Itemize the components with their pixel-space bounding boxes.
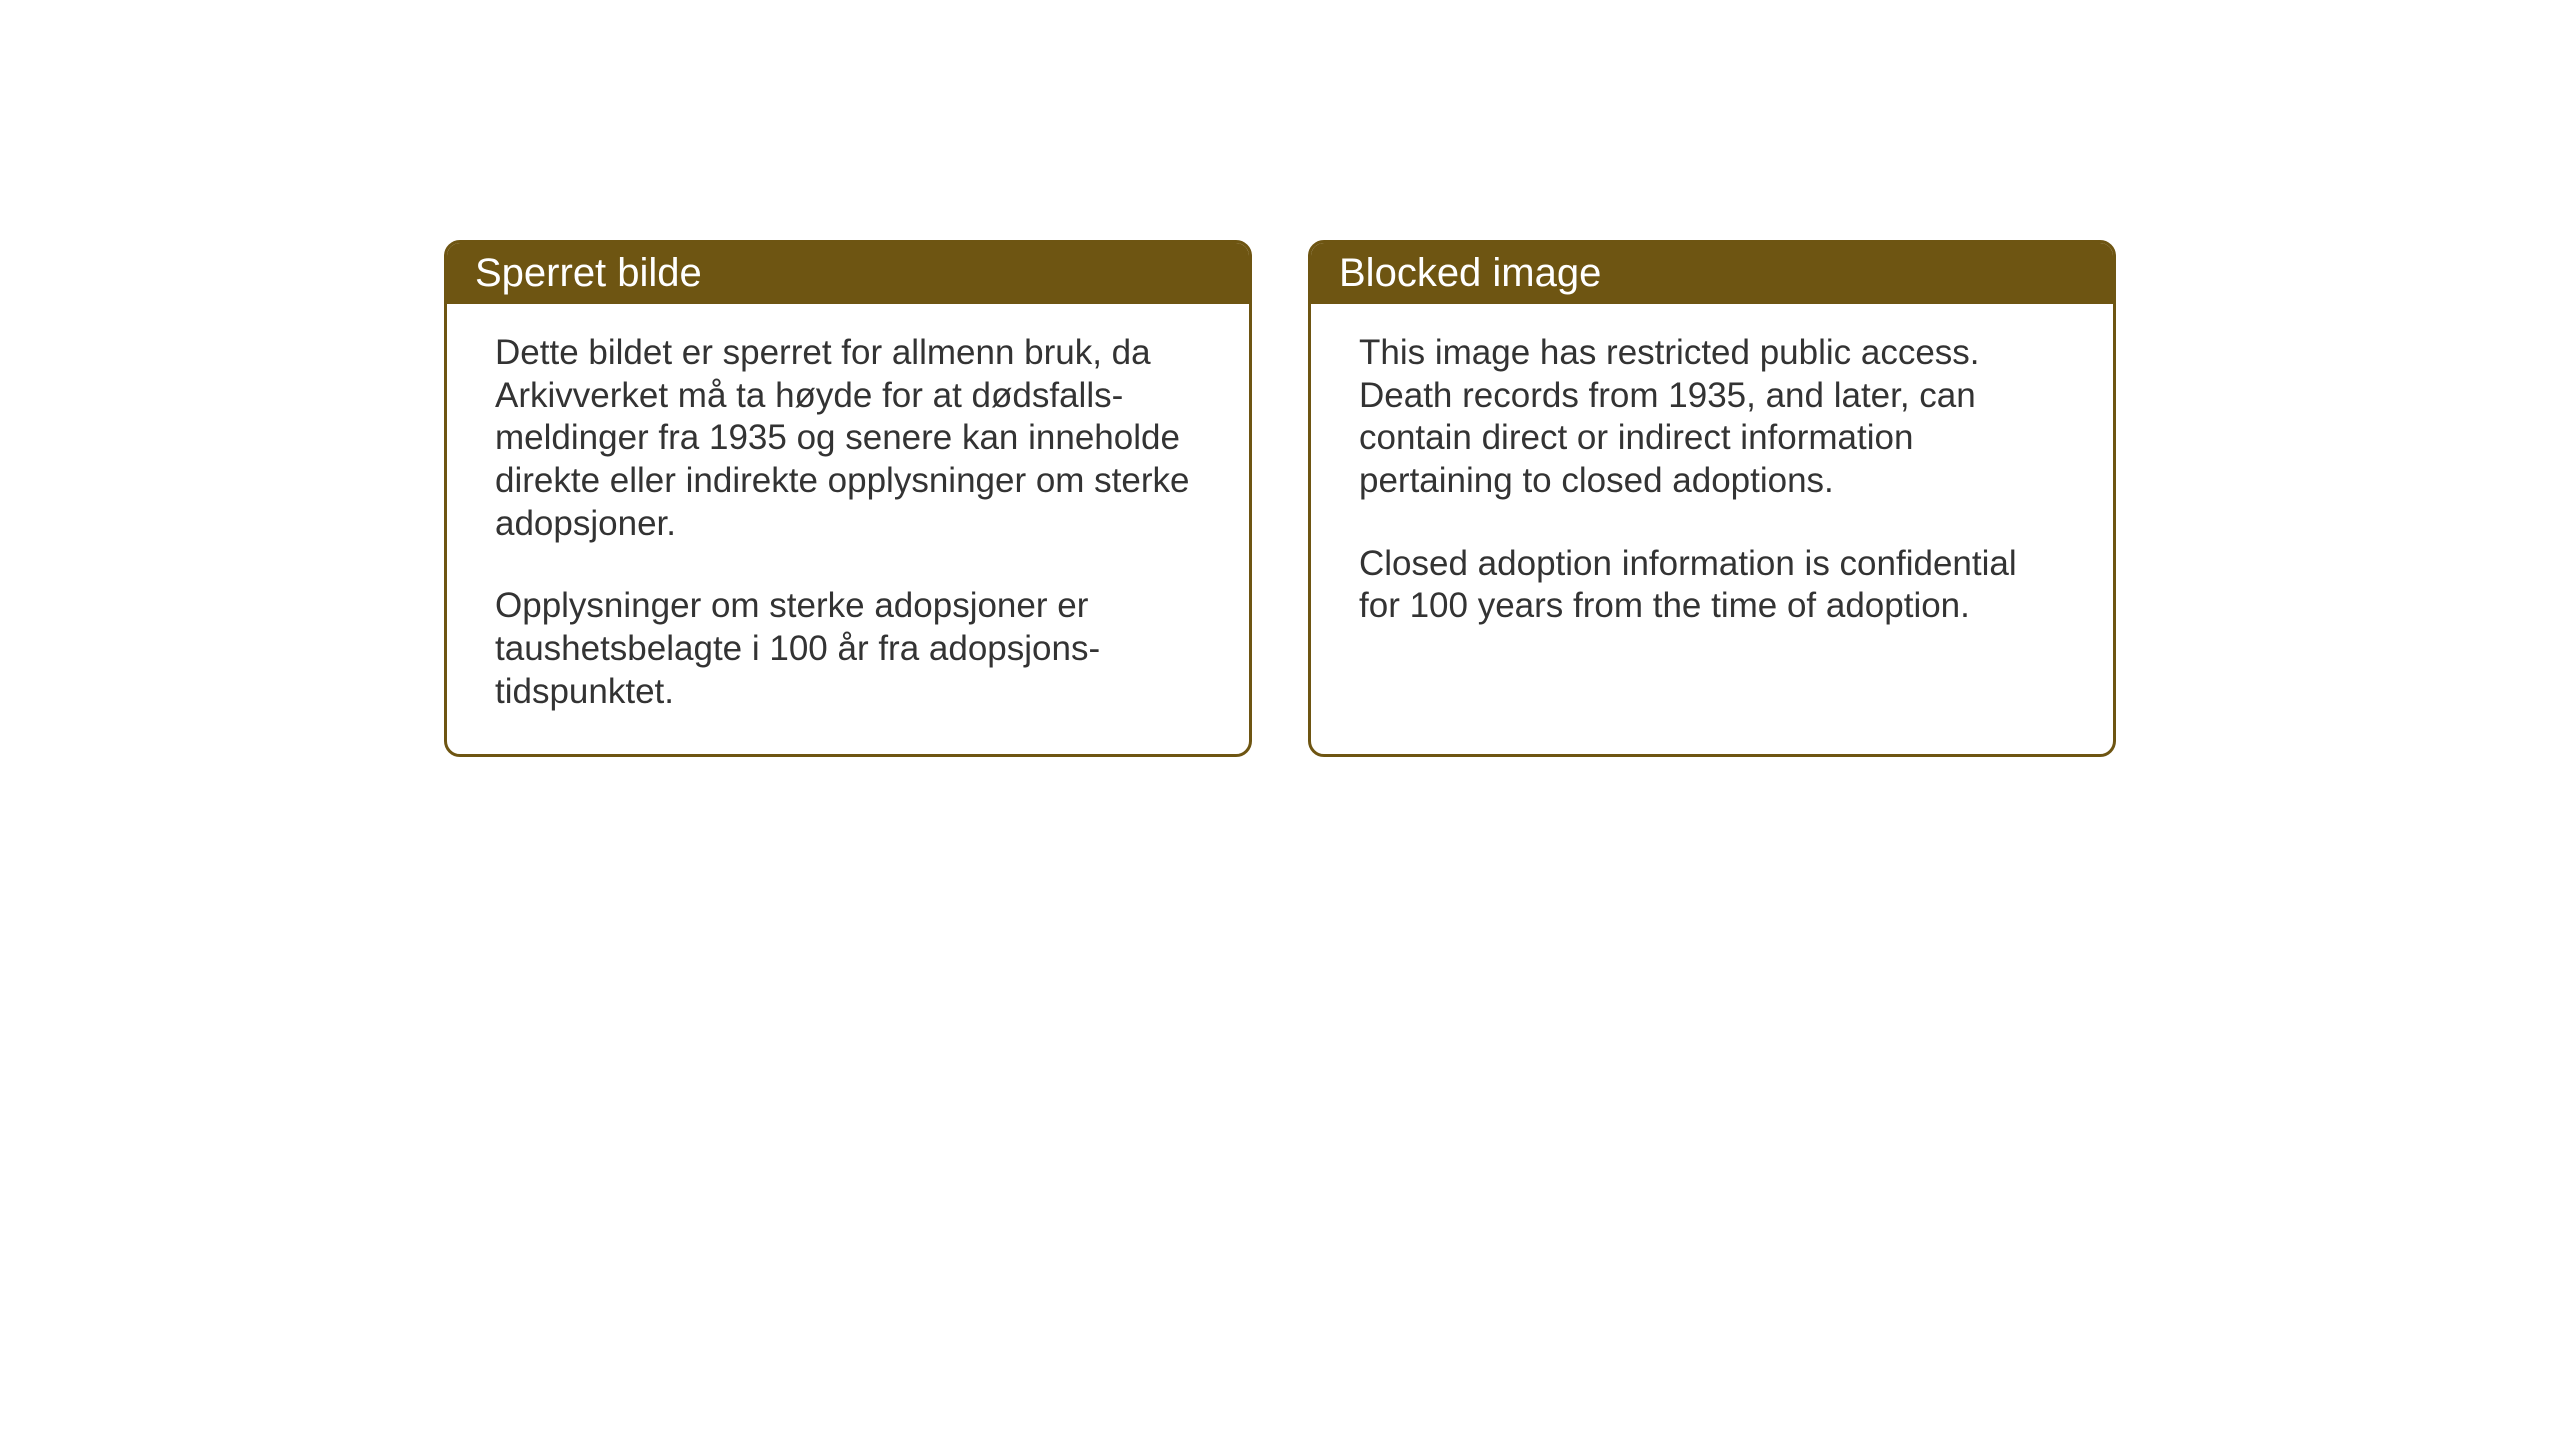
norwegian-card-body: Dette bildet er sperret for allmenn bruk… xyxy=(447,304,1249,754)
english-paragraph-1: This image has restricted public access.… xyxy=(1359,332,2065,503)
norwegian-paragraph-2: Opplysninger om sterke adopsjoner er tau… xyxy=(495,585,1201,713)
notice-cards-container: Sperret bilde Dette bildet er sperret fo… xyxy=(444,240,2116,757)
english-notice-card: Blocked image This image has restricted … xyxy=(1308,240,2116,757)
norwegian-notice-card: Sperret bilde Dette bildet er sperret fo… xyxy=(444,240,1252,757)
english-card-title: Blocked image xyxy=(1311,243,2113,304)
norwegian-card-title: Sperret bilde xyxy=(447,243,1249,304)
english-paragraph-2: Closed adoption information is confident… xyxy=(1359,543,2065,628)
norwegian-paragraph-1: Dette bildet er sperret for allmenn bruk… xyxy=(495,332,1201,545)
english-card-body: This image has restricted public access.… xyxy=(1311,304,2113,712)
